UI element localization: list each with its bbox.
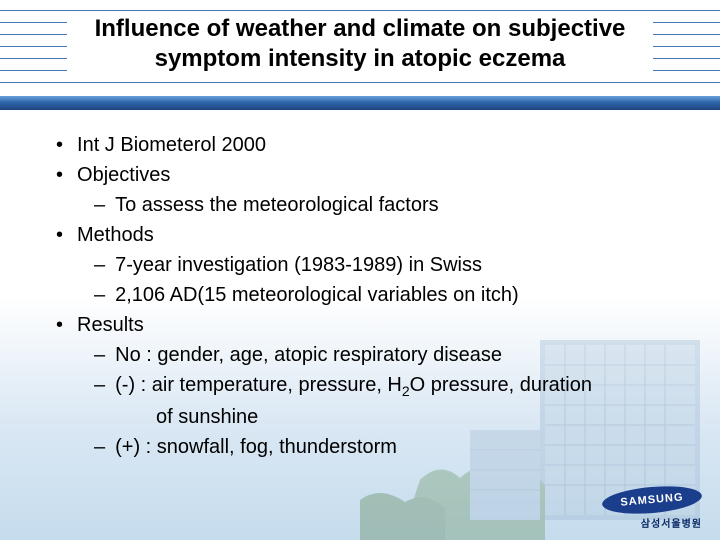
bullet-methods-sample: 2,106 AD(15 meteorological variables on … (56, 280, 680, 310)
content-area: Int J Biometerol 2000 Objectives To asse… (56, 130, 680, 462)
bullet-results: Results (56, 310, 680, 340)
bullet-methods: Methods (56, 220, 680, 250)
header-bar (0, 96, 720, 110)
slide-title: Influence of weather and climate on subj… (67, 14, 654, 74)
bullet-results-negative: (-) : air temperature, pressure, H2O pre… (56, 370, 680, 402)
subscript: 2 (402, 383, 410, 399)
hospital-name: 삼성서울병원 (641, 515, 702, 530)
text-fragment: O pressure, duration (410, 374, 592, 396)
bullet-results-no: No : gender, age, atopic respiratory dis… (56, 340, 680, 370)
slide: Influence of weather and climate on subj… (0, 0, 720, 540)
bullet-objectives: Objectives (56, 160, 680, 190)
bullet-methods-years: 7-year investigation (1983-1989) in Swis… (56, 250, 680, 280)
title-line-1: Influence of weather and climate on subj… (95, 15, 626, 42)
samsung-logo: SAMSUNG (601, 483, 703, 518)
bullet-results-positive: (+) : snowfall, fog, thunderstorm (56, 432, 680, 462)
bullet-objectives-detail: To assess the meteorological factors (56, 190, 680, 220)
bullet-journal: Int J Biometerol 2000 (56, 130, 680, 160)
title-line-2: symptom intensity in atopic eczema (155, 45, 566, 72)
text-fragment: (-) : air temperature, pressure, H (115, 374, 402, 396)
bullet-results-negative-cont: of sunshine (56, 402, 680, 432)
logo-area: SAMSUNG 삼성서울병원 (602, 487, 702, 530)
